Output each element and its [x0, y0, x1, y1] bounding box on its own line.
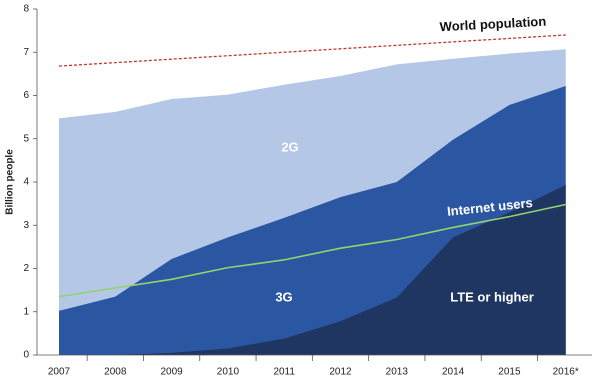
area	[59, 185, 566, 355]
y-tick-label: 0	[23, 350, 29, 361]
x-tick-label: 2013	[386, 367, 409, 378]
series-label: World population	[439, 14, 546, 35]
y-tick-label: 5	[23, 133, 29, 144]
series-label: LTE or higher	[450, 289, 534, 304]
y-tick-label: 4	[23, 177, 29, 188]
x-tick-label: 2016*	[553, 367, 579, 378]
x-tick-label: 2011	[273, 367, 295, 378]
y-tick-label: 3	[23, 220, 29, 231]
x-tick-label: 2007	[48, 367, 71, 378]
x-tick-label: 2009	[160, 367, 183, 378]
line	[58, 203, 566, 298]
x-tick-label: 2010	[217, 367, 240, 378]
series-label: 3G	[275, 289, 292, 304]
x-tick-label: 2012	[329, 367, 352, 378]
y-tick-label: 2	[23, 263, 29, 274]
y-tick-label: 1	[23, 306, 29, 317]
y-tick-label: 6	[23, 90, 29, 101]
y-tick-label: 7	[23, 47, 29, 58]
x-tick-label: 2008	[104, 367, 127, 378]
y-axis-label: Billion people	[5, 149, 16, 215]
series-label: 2G	[281, 139, 298, 154]
x-tick-label: 2015	[498, 367, 521, 378]
x-tick-label: 2014	[442, 367, 465, 378]
y-tick-label: 8	[23, 4, 29, 15]
